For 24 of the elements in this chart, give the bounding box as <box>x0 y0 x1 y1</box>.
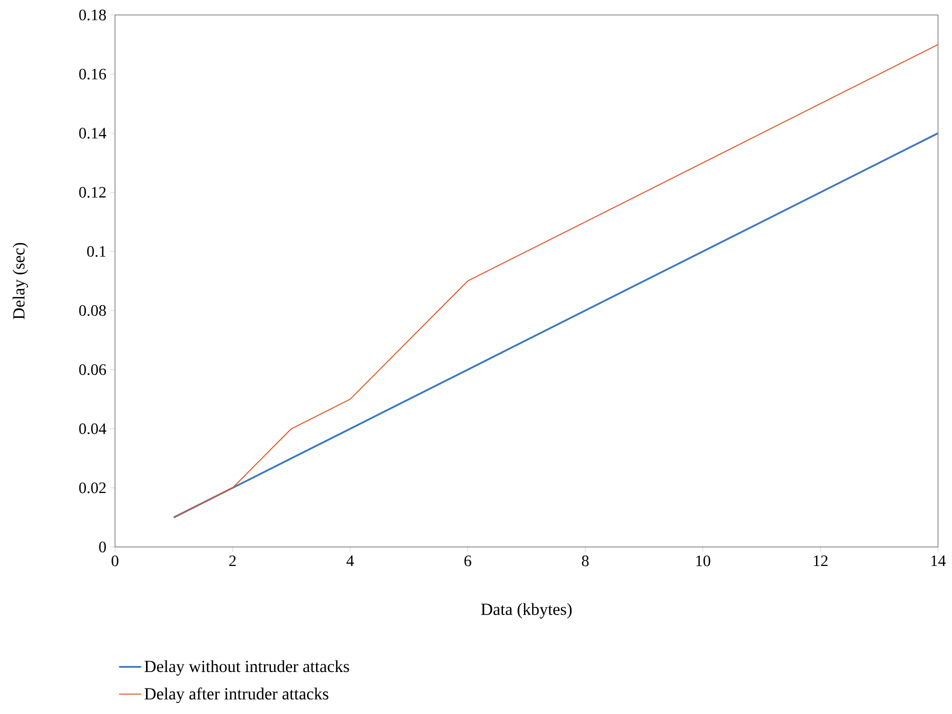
x-tick-label: 12 <box>814 556 828 566</box>
y-tick-label: 0.1 <box>87 246 106 257</box>
x-tick-label: 0 <box>112 556 118 566</box>
y-tick-label: 0 <box>99 542 106 552</box>
line-series <box>173 44 938 518</box>
y-tick-label: 0.04 <box>79 423 106 434</box>
legend-label: Delay without intruder attacks <box>144 660 350 676</box>
y-tick-label: 0.02 <box>79 482 106 494</box>
y-axis-title: Delay (sec) <box>12 242 28 320</box>
x-tick-label: 4 <box>346 556 354 566</box>
y-tick-label: 0.08 <box>79 305 106 316</box>
y-tick-label: 0.06 <box>79 364 106 376</box>
y-tick-label: 0.14 <box>79 128 106 139</box>
x-tick-label: 8 <box>582 556 589 566</box>
x-tick-label: 14 <box>931 556 946 566</box>
x-axis-title: Data (kbytes) <box>481 603 572 619</box>
x-tick-label: 2 <box>229 556 236 566</box>
y-tick-label: 0.16 <box>79 68 106 80</box>
y-tick-label: 0.12 <box>79 186 106 198</box>
legend-label: Delay after intruder attacks <box>144 687 328 704</box>
x-tick-label: 10 <box>696 556 710 566</box>
x-tick-label: 6 <box>464 556 472 566</box>
line-series <box>172 132 938 518</box>
y-tick-label: 0.18 <box>79 10 106 20</box>
